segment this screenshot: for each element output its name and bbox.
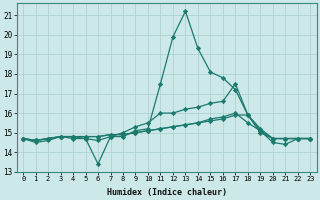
X-axis label: Humidex (Indice chaleur): Humidex (Indice chaleur) [107, 188, 227, 197]
